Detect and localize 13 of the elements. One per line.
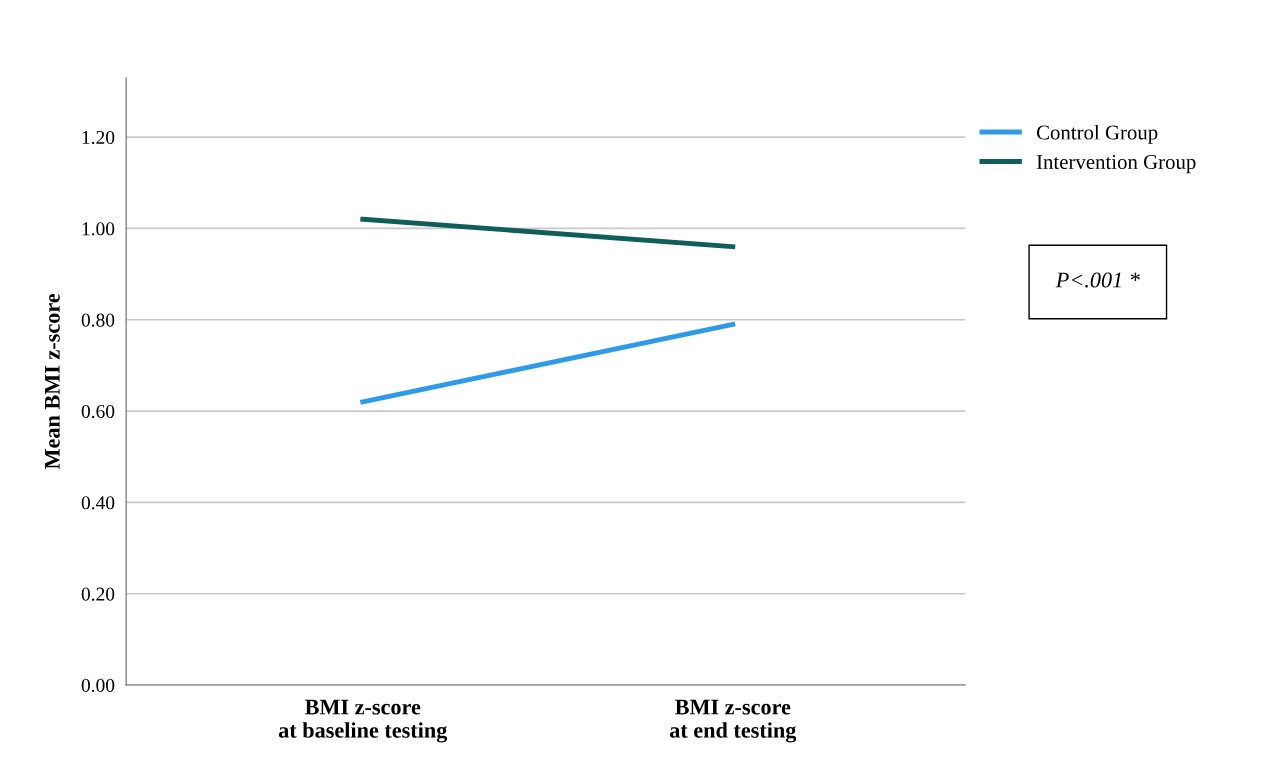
legend-label: Intervention Group — [1036, 154, 1196, 174]
y-tick-label: 1.00 — [82, 222, 115, 236]
y-tick-label: 0.00 — [81, 678, 115, 693]
y-tick-label: 0.80 — [81, 313, 115, 327]
legend-label: Control Group — [1036, 124, 1158, 144]
y-tick-label: 1.20 — [82, 130, 115, 145]
y-tick-label: 0.60 — [81, 404, 115, 419]
y-tick-label: 0.40 — [81, 496, 115, 510]
y-tick-label: 0.20 — [81, 587, 115, 601]
x-tick-label: BMI z-score at end testing — [669, 699, 797, 743]
y-axis-title: Mean BMI z-score — [45, 293, 60, 470]
x-tick-label: BMI z-score at baseline testing — [278, 699, 448, 743]
text: P<.001 * — [1055, 272, 1140, 288]
